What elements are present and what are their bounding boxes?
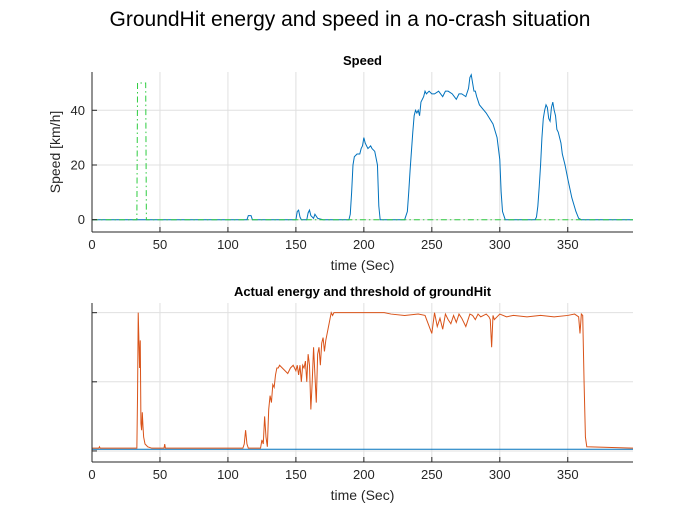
x-tick-label: 150: [285, 237, 307, 252]
chart-2: 0 50 100 150 200 250 300 350 Actual energy and t…: [88, 284, 633, 503]
x-tick-label: 250: [421, 467, 443, 482]
x-tick-label: 300: [489, 467, 511, 482]
figure-title: GroundHit energy and speed in a no-crash…: [109, 8, 591, 31]
series-line-2: [92, 82, 633, 221]
x-axis-label: time (Sec): [331, 257, 395, 273]
x-tick-label: 0: [88, 237, 95, 252]
y-tick-label: 0: [78, 212, 85, 227]
chart-1: 0 50 100 150 200 250 300 350 0 20 40 Speed time (Sec…: [47, 53, 633, 273]
plot-area: [92, 303, 633, 462]
x-tick-label: 350: [557, 467, 579, 482]
y-axis-label: Speed [km/h]: [47, 111, 63, 194]
plot-area: [92, 72, 633, 232]
chart-title: Actual energy and threshold of groundHit: [234, 284, 492, 299]
x-tick-label: 100: [217, 237, 239, 252]
x-tick-label: 300: [489, 237, 511, 252]
x-tick-label: 200: [353, 467, 375, 482]
x-axis-label: time (Sec): [331, 487, 395, 503]
x-tick-label: 150: [285, 467, 307, 482]
x-tick-label: 350: [557, 237, 579, 252]
x-tick-label: 50: [153, 467, 167, 482]
chart-title: Speed: [343, 53, 382, 68]
x-tick-label: 200: [353, 237, 375, 252]
series-line-1: [92, 73, 633, 221]
y-tick-label: 20: [71, 157, 85, 172]
x-tick-label: 100: [217, 467, 239, 482]
x-tick-label: 0: [88, 467, 95, 482]
y-tick-label: 40: [71, 103, 85, 118]
series-line-2: [92, 311, 633, 449]
x-tick-label: 50: [153, 237, 167, 252]
x-tick-label: 250: [421, 237, 443, 252]
